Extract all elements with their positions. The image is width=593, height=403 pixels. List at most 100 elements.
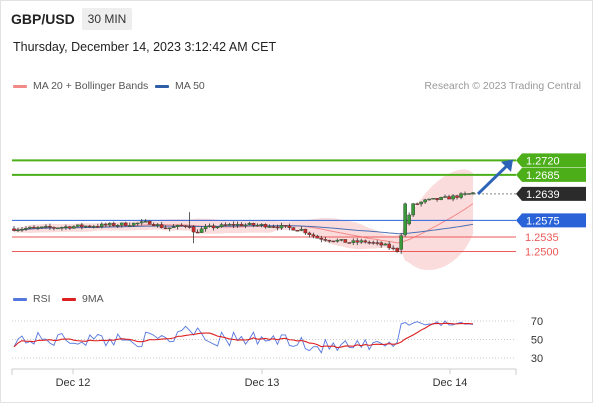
candle (223, 222, 228, 227)
candle-body (147, 221, 152, 225)
candle (16, 227, 20, 233)
chart-datetime: Thursday, December 14, 2023 3:12:42 AM C… (13, 40, 277, 54)
candle-body (411, 203, 415, 216)
candle-body (16, 229, 20, 231)
candle (207, 223, 212, 228)
candle (92, 224, 96, 229)
candle (307, 231, 312, 238)
candle-body (431, 198, 435, 200)
candle (231, 221, 236, 229)
candle (96, 223, 100, 228)
candle (179, 223, 184, 227)
legend-rsi-ma: 9MA (62, 293, 104, 305)
candle (255, 223, 260, 227)
candle (171, 224, 176, 228)
candle-body (467, 193, 471, 195)
candle-body (423, 199, 427, 203)
candle (247, 221, 252, 226)
candle (56, 227, 60, 230)
candle (343, 239, 348, 243)
candle (351, 238, 356, 245)
x-tick-label: Dec 12 (56, 377, 91, 389)
candle (175, 224, 180, 230)
candle (419, 201, 423, 207)
candle (84, 225, 88, 228)
candle (451, 194, 455, 202)
candle-body (60, 227, 64, 229)
candle (191, 225, 196, 244)
candle-body (123, 222, 128, 226)
candle (147, 220, 152, 225)
candle (163, 225, 168, 230)
candle-body (191, 226, 196, 233)
candle (40, 226, 44, 229)
legend-rsi-label: RSI (33, 293, 51, 305)
candle-body (339, 239, 344, 241)
candle (219, 222, 224, 228)
candle-body (403, 203, 407, 236)
timeframe-badge[interactable]: 30 MIN (82, 8, 132, 30)
candle-body (84, 225, 88, 228)
level-label-1.2500: 1.2500 (525, 247, 559, 259)
candle (471, 192, 475, 196)
candle-body (307, 232, 312, 235)
candle (111, 221, 116, 227)
candle-body (375, 242, 380, 244)
candle (407, 212, 411, 226)
candle (339, 239, 344, 242)
level-label-1.2535: 1.2535 (525, 232, 559, 244)
candle-body (275, 226, 280, 229)
candle-body (103, 223, 108, 226)
candle-body (463, 193, 467, 195)
rsi-swatch (13, 297, 27, 301)
candle (403, 202, 407, 237)
candle (303, 228, 308, 235)
candle-body (287, 225, 292, 228)
candle (367, 240, 372, 245)
candle-body (175, 224, 180, 227)
candle (167, 227, 172, 232)
candle-body (331, 240, 336, 243)
candle (72, 225, 76, 229)
candle-body (127, 225, 132, 227)
candle-body (283, 225, 288, 227)
candle-body (187, 226, 192, 228)
candle-body (359, 240, 364, 243)
candle (439, 196, 443, 201)
candle (227, 222, 232, 226)
level-tag-1.2639 (516, 186, 586, 201)
candle-body (159, 224, 164, 229)
candle (355, 238, 360, 245)
candle (435, 198, 439, 202)
legend-ma20: MA 20 + Bollinger Bands (13, 80, 148, 92)
candle-body (199, 228, 204, 233)
candle-body (207, 225, 212, 227)
candle (267, 224, 272, 228)
candle-body (435, 198, 439, 200)
candle (323, 236, 328, 242)
candle-body (395, 247, 399, 252)
candle (127, 222, 132, 227)
candle-body (151, 224, 156, 227)
candle-body (135, 222, 140, 225)
candle (379, 241, 384, 248)
candle (239, 222, 244, 227)
candle-body (171, 226, 176, 228)
candle-body (407, 214, 411, 225)
candle (195, 229, 200, 234)
candle (395, 247, 399, 253)
candle-body (203, 226, 208, 230)
rsi-level-label: 30 (531, 353, 543, 365)
candle-body (239, 223, 244, 227)
candle (76, 224, 80, 228)
candle-body (143, 221, 148, 223)
candle-body (36, 227, 40, 229)
candle-body (96, 226, 100, 228)
x-tick-label: Dec 13 (245, 377, 280, 389)
candle-body (52, 227, 56, 229)
candle (199, 226, 204, 233)
candle-body (32, 226, 36, 229)
candle-body (247, 223, 252, 226)
candle (123, 221, 128, 227)
candle (155, 223, 160, 228)
